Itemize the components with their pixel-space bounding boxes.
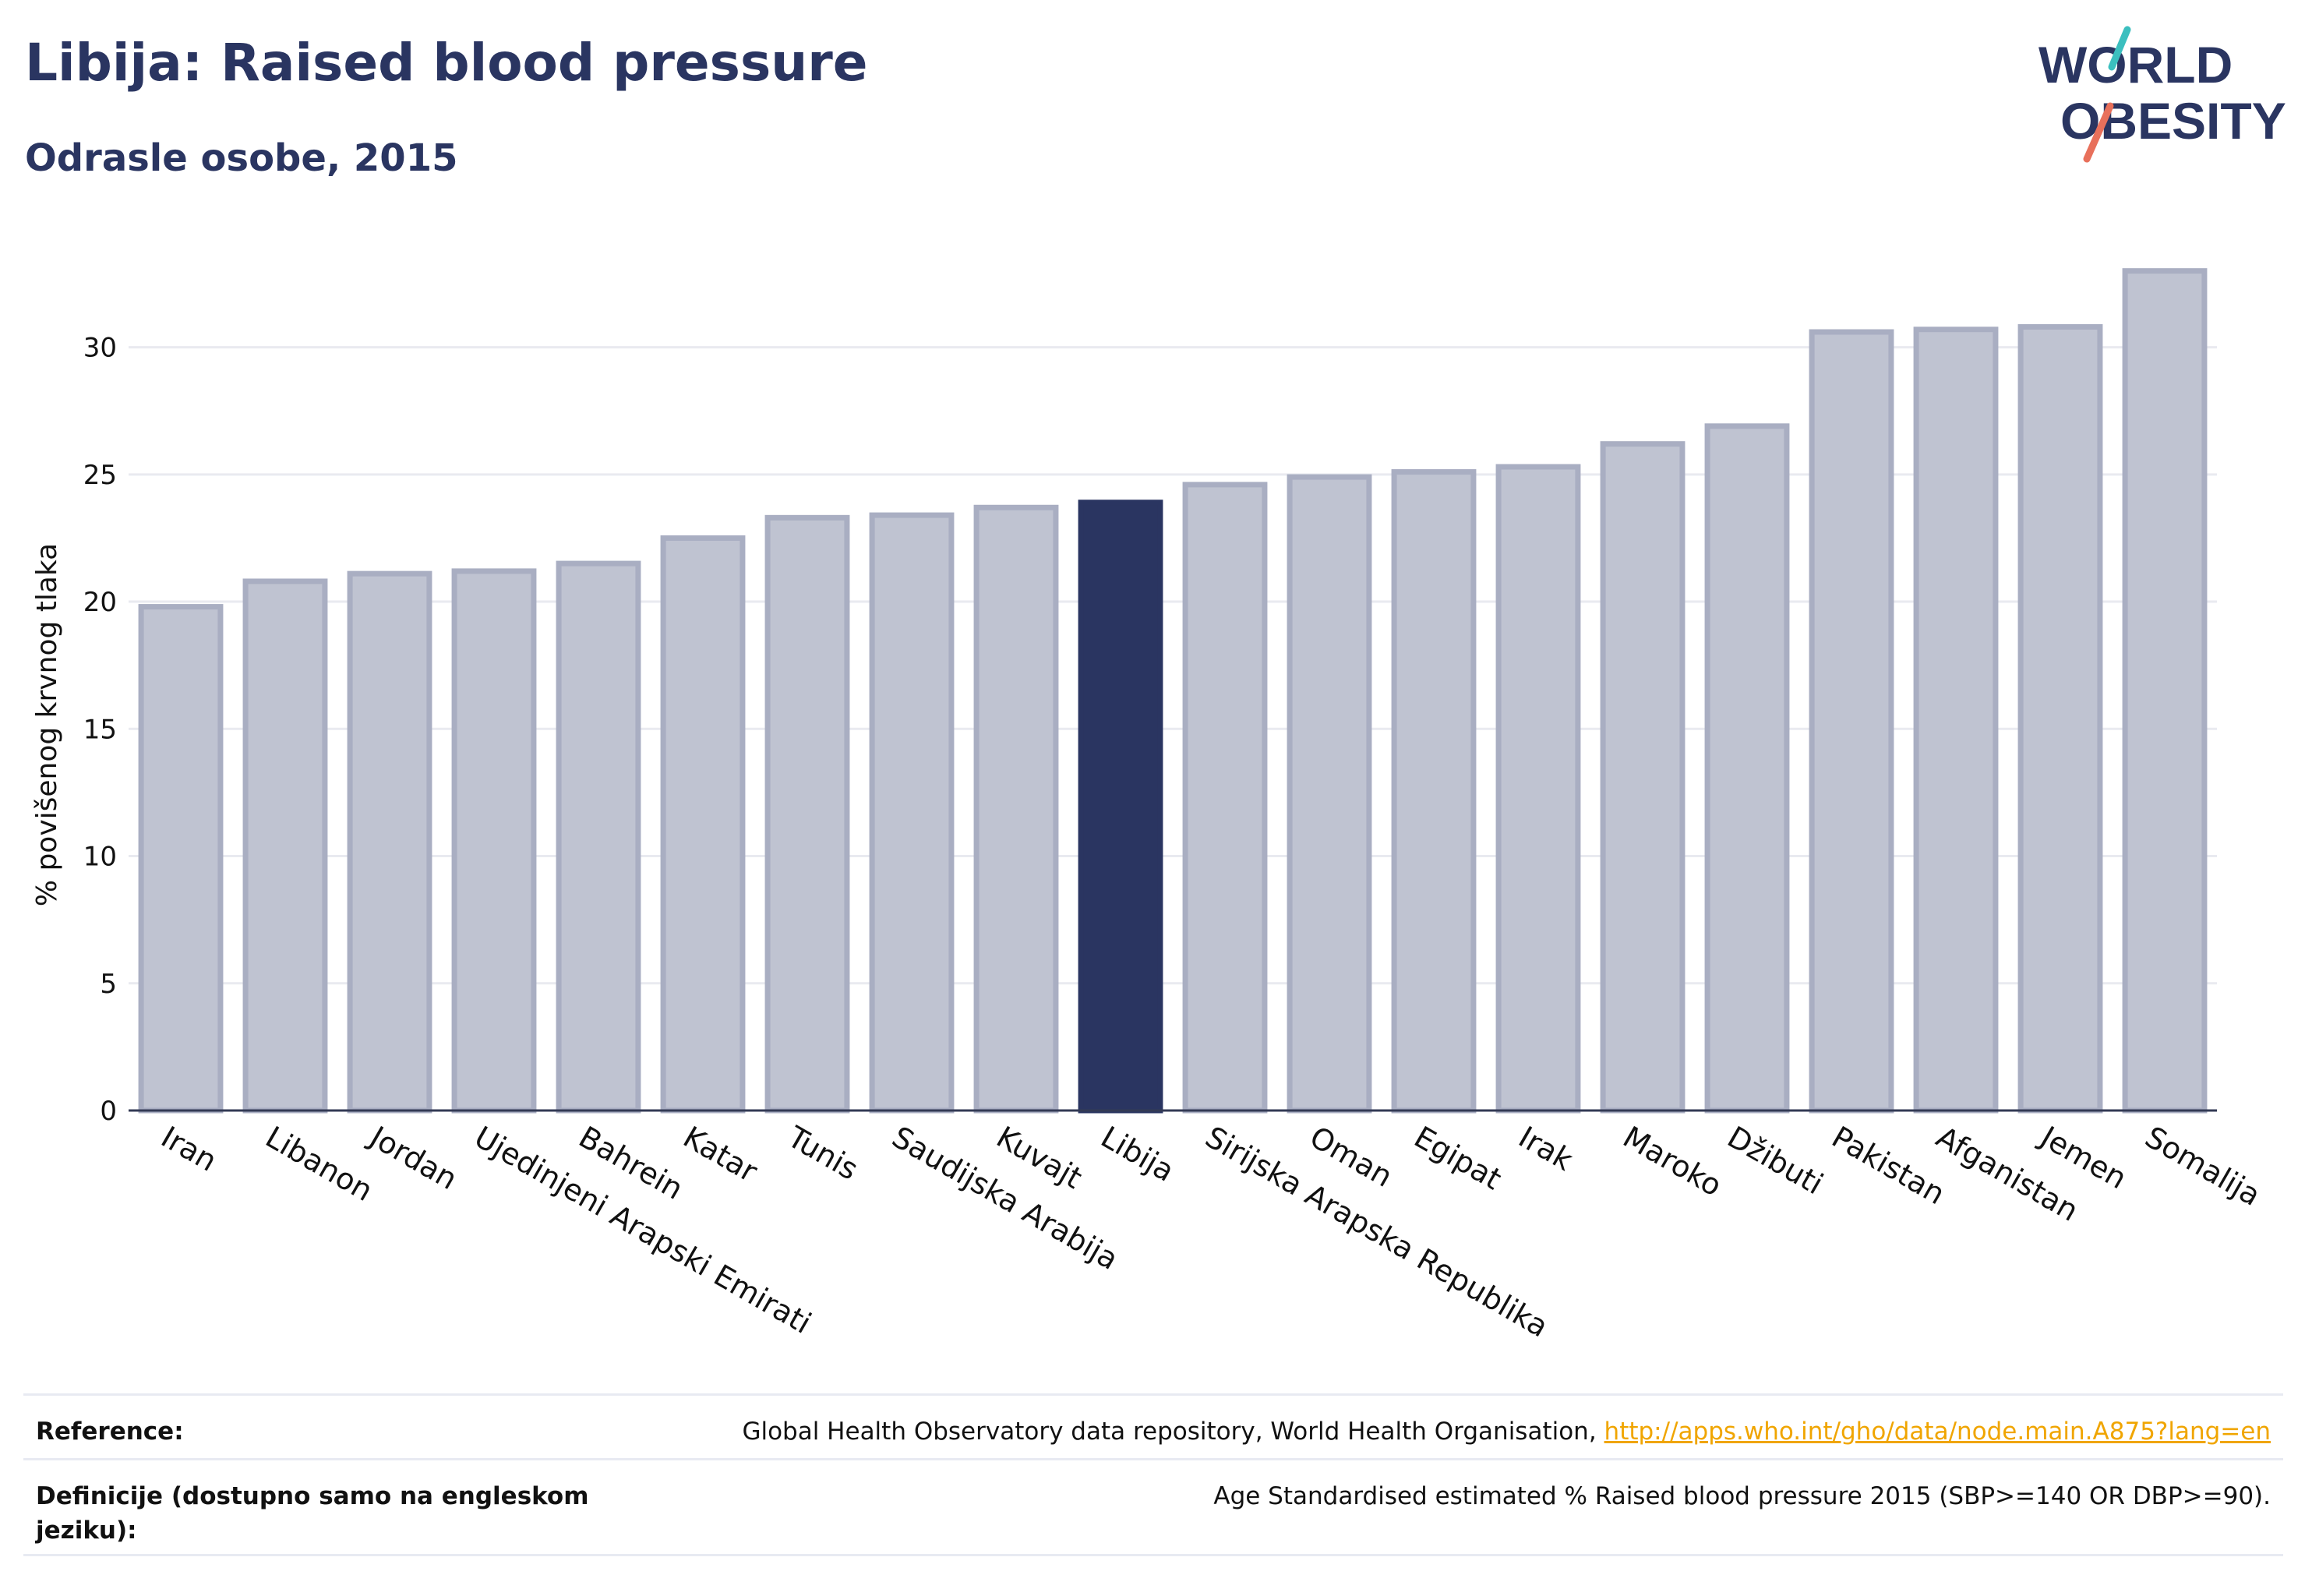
bar [1495,464,1581,1114]
y-tick-label: 5 [100,969,117,1000]
reference-link[interactable]: http://apps.who.int/gho/data/node.main.A… [1604,1418,2271,1446]
bar [556,560,641,1114]
x-tick-label: Irak [1513,1120,1579,1178]
reference-text: Global Health Observatory data repositor… [742,1418,1604,1446]
reference-row: Reference: Global Health Observatory dat… [23,1393,2283,1458]
y-tick-label: 30 [83,333,117,364]
x-tick-label: Katar [678,1120,764,1189]
y-tick-label: 0 [100,1096,117,1127]
x-tick-label: Libija [1096,1120,1181,1188]
x-tick-label: Jordan [363,1119,463,1197]
definition-text: Age Standardised estimated % Raised bloo… [1213,1482,2271,1510]
bar [764,514,850,1114]
definition-row: Definicije (dostupno samo na engleskom j… [23,1458,2283,1556]
x-tick-label: Libanon [260,1120,379,1208]
bar [347,570,432,1114]
x-tick-label: Tunis [782,1119,864,1187]
x-tick-label: Maroko [1618,1120,1728,1203]
bar [242,578,328,1114]
x-tick-label: Somalija [2140,1120,2267,1213]
x-tick-label: Egipat [1409,1120,1508,1197]
reference-value: Global Health Observatory data repositor… [742,1414,2271,1449]
reference-label: Reference: [36,1418,184,1446]
y-tick-label: 15 [83,714,117,745]
bar [1600,441,1686,1114]
bar [1913,327,1999,1114]
y-tick-label: 20 [83,587,117,618]
grid-lines [129,346,2217,985]
bar [1704,423,1790,1114]
bar [1391,469,1477,1114]
y-tick-label: 10 [83,842,117,873]
bar [451,568,537,1114]
bar [2122,268,2208,1114]
chart-footer: Reference: Global Health Observatory dat… [23,1393,2283,1556]
chart-title: Libija: Raised blood pressure [25,33,868,93]
bar [2017,323,2103,1114]
bar [1287,474,1372,1114]
x-tick-label: Iran [156,1120,223,1178]
logo-line1: WORLD [2038,36,2233,94]
bar-highlight [1078,500,1163,1114]
bar [973,504,1059,1114]
bar [1809,329,1894,1114]
y-tick-labels: 0 5 10 15 20 25 30 [83,333,117,1127]
logo-slash-coral [2083,102,2114,163]
x-tick-label: Džibuti [1722,1120,1830,1202]
bar [869,512,955,1114]
logo-slash-teal [2108,26,2131,71]
bar [1182,482,1268,1114]
y-tick-label: 25 [83,460,117,491]
world-obesity-logo: WORLD OBESITY [2038,26,2286,163]
definition-label: Definicije (dostupno samo na engleskom j… [36,1482,589,1545]
chart-subtitle: Odrasle osobe, 2015 [25,136,458,180]
y-axis-label: % povišenog krvnog tlaka [31,543,63,906]
bars [138,268,2208,1114]
bar [660,535,746,1114]
bar [138,604,224,1114]
x-tick-label: Pakistan [1827,1120,1951,1212]
